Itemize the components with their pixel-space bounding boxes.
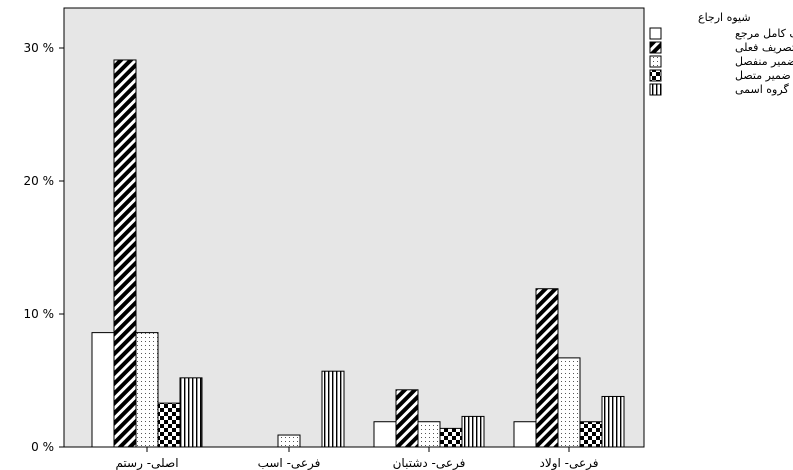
bar (417, 421, 441, 448)
x-tick-label: فرعی- دشتبان (393, 456, 466, 470)
bar (91, 332, 115, 448)
bar (557, 357, 581, 448)
legend-swatch (649, 55, 662, 68)
y-axis: 0 % 10 % 20 % 30 % (24, 41, 64, 454)
legend-label: تصریف فعلی (735, 41, 793, 54)
y-tick-label: 30 % (24, 41, 55, 55)
bar (179, 377, 203, 448)
legend-swatch (649, 27, 662, 40)
legend-swatch (649, 83, 662, 96)
bars (91, 59, 625, 448)
legend-swatch (649, 69, 662, 82)
legend-label: ضمیر متصل (735, 69, 791, 82)
x-tick-label: فرعی- اولاد (540, 456, 599, 470)
legend-swatch (649, 41, 662, 54)
bar (579, 421, 603, 448)
bar (461, 415, 485, 448)
bar (395, 389, 419, 448)
bar (535, 288, 559, 448)
x-tick-label: فرعی- اسب (258, 456, 321, 470)
bar (135, 332, 159, 448)
legend-label: حذف کامل مرجع (735, 27, 793, 40)
x-tick-label: اصلی- رستم (115, 456, 178, 470)
bar (601, 395, 625, 448)
x-axis: اصلی- رستم فرعی- اسب فرعی- دشتبان فرعی- اول… (115, 447, 598, 470)
bar (513, 421, 537, 448)
bar (439, 427, 463, 448)
bar (373, 421, 397, 448)
y-tick-label: 10 % (24, 307, 55, 321)
bar (277, 434, 301, 448)
legend-title: شیوه ارجاع (698, 11, 751, 24)
bar (113, 59, 137, 448)
bar (157, 402, 181, 448)
legend-label: ضمیر منفصل (735, 55, 793, 68)
bar (321, 370, 345, 448)
y-tick-label: 20 % (24, 174, 55, 188)
legend-label: گروه اسمی (735, 83, 789, 96)
y-tick-label: 0 % (31, 440, 54, 454)
